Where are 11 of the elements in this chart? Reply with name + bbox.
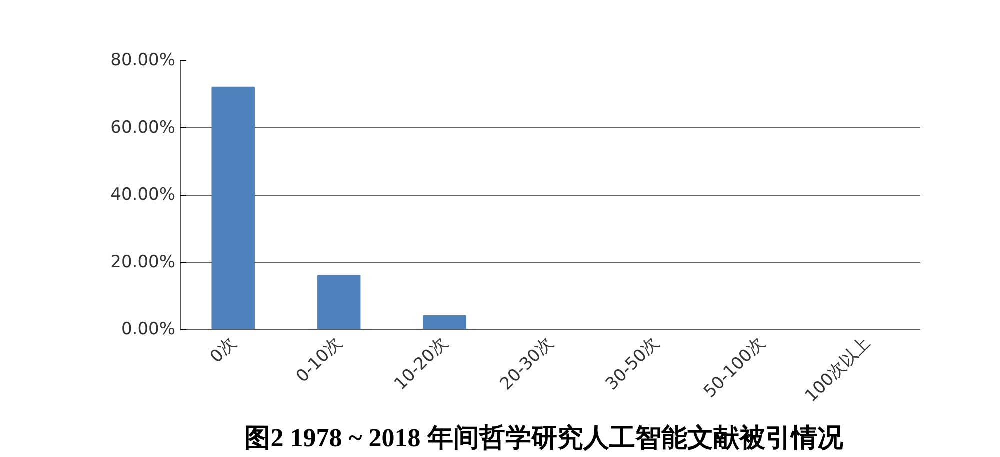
y-tick-label: 0.00% xyxy=(121,320,176,340)
bar xyxy=(423,316,466,330)
y-tick-label: 40.00% xyxy=(110,185,176,205)
bar xyxy=(317,275,361,330)
x-tick-label: 100次以上 xyxy=(802,333,875,407)
y-tick-label: 20.00% xyxy=(110,252,176,272)
y-tick-label: 60.00% xyxy=(110,118,176,138)
x-tick-label: 0次 xyxy=(206,333,240,368)
y-tick-label: 80.00% xyxy=(110,50,176,70)
text: 图2 1978 ~ 2018 年间哲学研究人工智能文献被引情况 xyxy=(244,424,844,452)
bar xyxy=(212,86,255,330)
